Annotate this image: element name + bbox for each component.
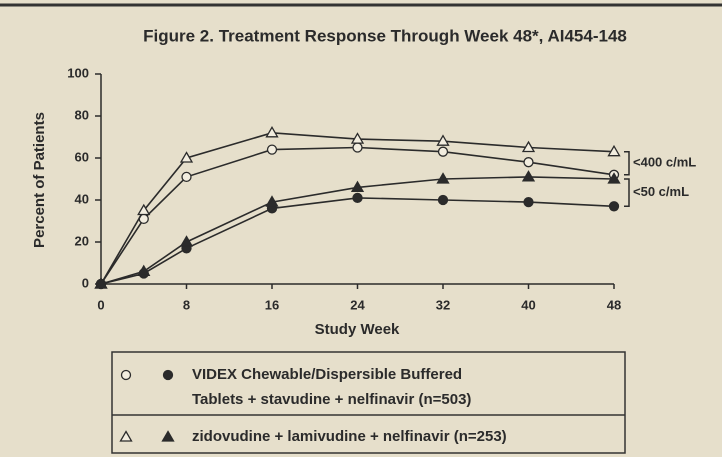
legend-label: zidovudine + lamivudine + nelfinavir (n=… [192,428,507,445]
marker [179,235,194,247]
x-tick-label: 32 [436,297,450,312]
marker [352,192,363,204]
marker [179,151,194,163]
marker [162,369,174,381]
x-tick-label: 48 [607,297,621,312]
marker [521,170,536,182]
marker [523,157,534,168]
y-tick-label: 100 [67,65,89,80]
y-tick-label: 20 [75,233,89,248]
chart-title: Figure 2. Treatment Response Through Wee… [143,26,627,45]
marker [352,142,363,153]
marker [521,140,536,153]
marker [437,194,449,206]
y-tick-label: 80 [75,107,89,122]
y-tick-label: 40 [75,191,89,206]
marker [94,277,108,289]
marker [608,201,620,212]
marker [350,132,365,144]
marker [137,203,151,216]
level-bracket [624,150,630,176]
marker [350,180,365,193]
x-tick-label: 16 [265,297,279,312]
legend-label: Tablets + stavudine + nelfinavir (n=503) [192,391,471,408]
marker [181,171,192,183]
marker [266,144,278,155]
series-line [100,131,615,285]
marker [137,264,151,277]
marker [607,172,621,184]
x-tick-label: 24 [350,297,365,312]
y-tick-label: 0 [82,275,89,290]
series-line [100,176,615,285]
marker [523,196,534,208]
x-tick-label: 8 [183,297,190,312]
marker [436,134,450,146]
legend-label: VIDEX Chewable/Dispersible Buffered [192,366,462,383]
marker [120,369,132,381]
series-line [100,146,615,285]
marker [161,430,175,442]
x-tick-label: 0 [97,297,104,312]
marker [607,144,621,157]
level-label: <400 c/mL [633,155,696,170]
level-bracket [624,178,630,208]
marker [265,126,279,138]
legend-box [111,351,626,454]
level-label: <50 c/mL [633,184,689,199]
y-axis-label: Percent of Patients [31,112,48,248]
marker [436,172,450,184]
x-tick-label: 40 [521,297,535,312]
x-axis-label: Study Week [315,321,400,338]
y-tick-label: 60 [75,149,89,164]
marker [265,195,279,207]
marker [437,146,449,157]
marker [119,430,133,442]
series-line [100,197,615,285]
